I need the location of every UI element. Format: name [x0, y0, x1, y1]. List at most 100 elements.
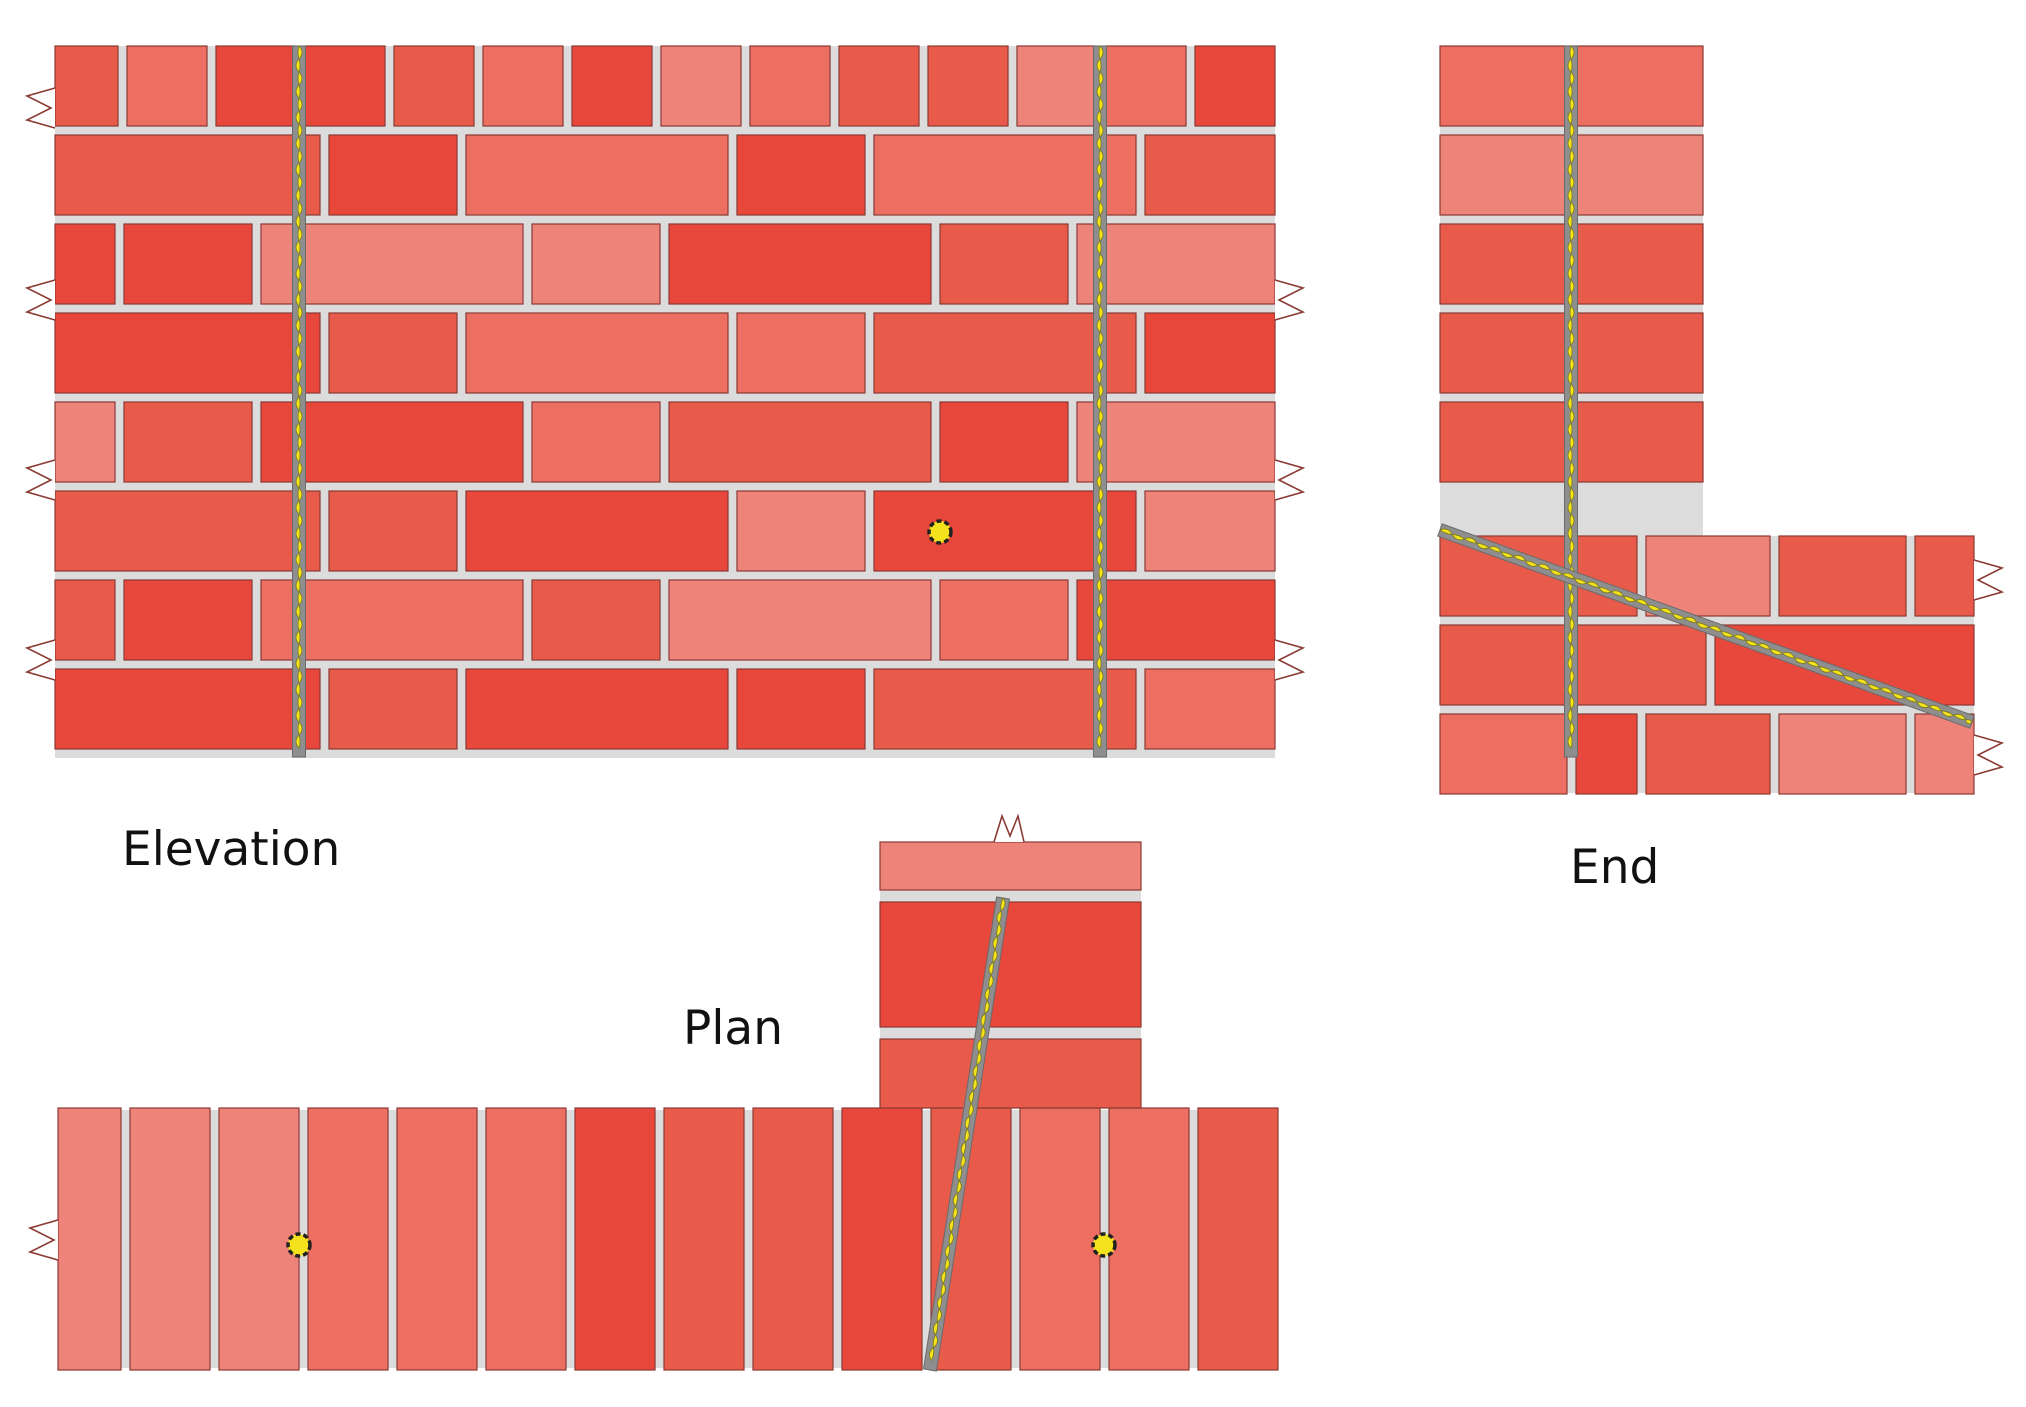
elevation-brick	[939, 223, 1069, 305]
elevation-brick	[54, 45, 119, 127]
elevation-brick	[54, 490, 321, 572]
end-break-right	[1973, 559, 2005, 601]
elevation-brick	[126, 45, 208, 127]
wall-ties	[286, 45, 1975, 1372]
end-brick	[1439, 535, 1638, 617]
elevation-brick	[328, 134, 458, 216]
elevation-brick	[1144, 490, 1276, 572]
plan-brick	[1197, 1107, 1279, 1371]
elevation-brick	[927, 45, 1009, 127]
elevation-brick	[1144, 668, 1276, 750]
elevation-brick	[668, 223, 932, 305]
break-lines	[24, 87, 2005, 1261]
elevation-tie-end	[927, 519, 953, 545]
elevation-brick	[939, 579, 1069, 661]
plan-diagonal-tie	[923, 896, 1010, 1372]
elevation-brick	[54, 312, 321, 394]
plan-brick	[485, 1107, 567, 1371]
plan-brick	[574, 1107, 656, 1371]
elevation-brick	[668, 579, 932, 661]
elevation-brick	[736, 312, 866, 394]
elevation-break-right	[1274, 639, 1306, 681]
elevation-brick	[1105, 45, 1187, 127]
elevation-brick	[571, 45, 653, 127]
elevation-brick	[939, 401, 1069, 483]
elevation-brick	[668, 401, 932, 483]
elevation-brick	[873, 668, 1137, 750]
elevation-wall-tie-right	[1093, 45, 1107, 758]
end-label: End	[1570, 840, 1660, 895]
plan-return-break-top	[993, 813, 1025, 843]
elevation-label: Elevation	[122, 822, 341, 877]
elevation-brick	[736, 134, 866, 216]
elevation-brick	[123, 579, 253, 661]
elevation-brick	[328, 490, 458, 572]
end-inclined-tie	[1437, 523, 1975, 729]
elevation-brick	[531, 579, 661, 661]
elevation-wall-tie-left	[292, 45, 306, 758]
elevation-break-right	[1274, 459, 1306, 501]
elevation-brick	[1016, 45, 1098, 127]
elevation-brick	[54, 668, 321, 750]
tie-twist	[929, 897, 1006, 1362]
elevation-brick	[531, 401, 661, 483]
plan-brick	[307, 1107, 389, 1371]
elevation-break-left	[24, 87, 56, 129]
elevation-brick	[660, 45, 742, 127]
end-brick	[1575, 713, 1638, 795]
elevation-brick	[873, 490, 1137, 572]
elevation-brick	[531, 223, 661, 305]
elevation-brick	[54, 223, 116, 305]
plan-brick	[129, 1107, 211, 1371]
elevation-brick	[1194, 45, 1276, 127]
end-brick	[1778, 713, 1907, 795]
elevation-brick	[465, 490, 729, 572]
elevation-brick	[465, 312, 729, 394]
elevation-brick	[123, 223, 253, 305]
elevation-brick	[1144, 134, 1276, 216]
plan-break-left	[27, 1219, 59, 1261]
elevation-break-left	[24, 459, 56, 501]
elevation-brick	[749, 45, 831, 127]
elevation-brick	[1076, 223, 1276, 305]
elevation-brick	[328, 312, 458, 394]
elevation-brick	[328, 668, 458, 750]
end-brick	[1439, 713, 1568, 795]
end-brick	[1778, 535, 1907, 617]
plan-brick	[841, 1107, 923, 1371]
plan-return-brick	[879, 1038, 1142, 1109]
tie-twist	[295, 45, 303, 749]
plan-tie-end-left	[286, 1232, 312, 1258]
plan-brick	[396, 1107, 478, 1371]
end-brick	[1914, 535, 1975, 617]
elevation-brick	[1144, 312, 1276, 394]
plan-brick	[663, 1107, 745, 1371]
end-vertical-tie	[1564, 45, 1578, 758]
elevation-brick	[736, 490, 866, 572]
elevation-brick	[1076, 579, 1276, 661]
elevation-brick	[215, 45, 297, 127]
elevation-brick	[873, 134, 1137, 216]
plan-label: Plan	[683, 1001, 783, 1056]
elevation-brick	[54, 401, 116, 483]
elevation-break-left	[24, 639, 56, 681]
bricks	[54, 45, 1975, 1371]
elevation-brick	[1076, 401, 1276, 483]
elevation-brick	[123, 401, 253, 483]
end-brick	[1645, 535, 1771, 617]
tie-twist	[1439, 528, 1973, 725]
plan-brick	[1108, 1107, 1190, 1371]
elevation-brick	[54, 579, 116, 661]
tie-twist	[1096, 45, 1104, 749]
elevation-break-right	[1274, 279, 1306, 321]
end-brick	[1645, 713, 1771, 795]
plan-return-brick	[879, 841, 1142, 891]
plan-brick	[57, 1107, 122, 1371]
elevation-brick	[482, 45, 564, 127]
plan-brick	[218, 1107, 300, 1371]
elevation-brick	[304, 45, 386, 127]
plan-tie-end-right	[1091, 1232, 1117, 1258]
end-break-right	[1973, 734, 2005, 776]
elevation-brick	[465, 134, 729, 216]
